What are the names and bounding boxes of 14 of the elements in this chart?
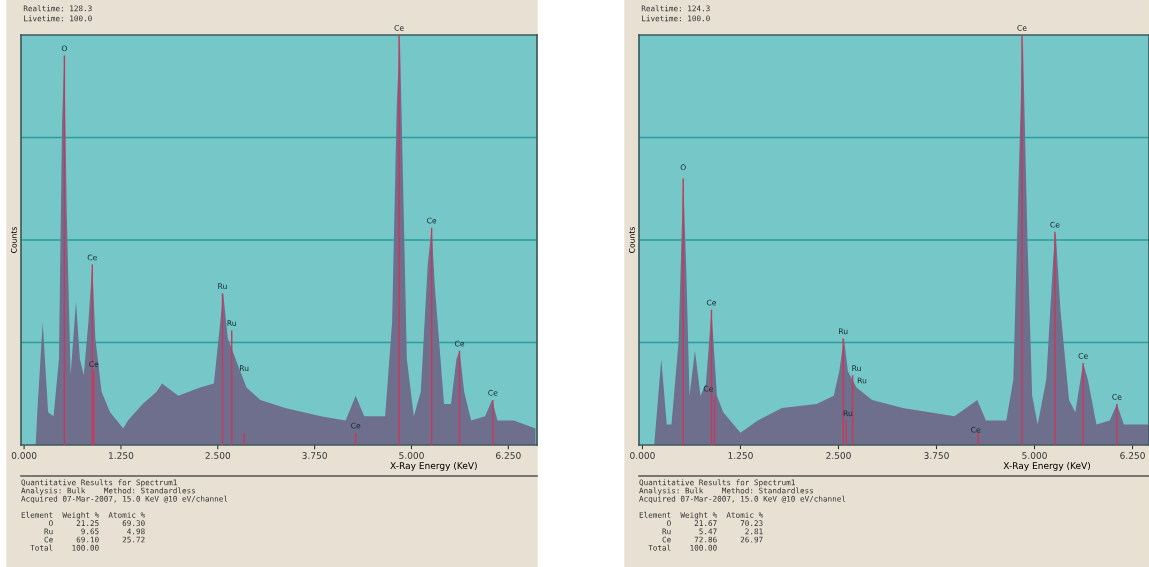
x-tick-label: 1.250	[728, 452, 753, 459]
x-tick-label: 1.250	[109, 452, 134, 459]
x-tick-label: 6.250	[496, 452, 521, 459]
x-axis-title: X-Ray Energy (KeV)	[1003, 462, 1090, 471]
x-axis-title: X-Ray Energy (KeV)	[390, 462, 477, 471]
x-tick-label: 5.000	[1022, 452, 1047, 459]
x-tick-label: 0.000	[630, 452, 655, 459]
x-tick-label: 0.000	[11, 452, 37, 459]
x-tick-label: 3.750	[924, 452, 949, 459]
x-tick-label: 2.500	[205, 452, 231, 459]
x-tick-label: 3.750	[302, 452, 327, 459]
x-tick-label: 6.250	[1120, 452, 1145, 459]
x-tick-label: 2.500	[826, 452, 851, 459]
x-tick-label: 5.000	[399, 452, 424, 459]
